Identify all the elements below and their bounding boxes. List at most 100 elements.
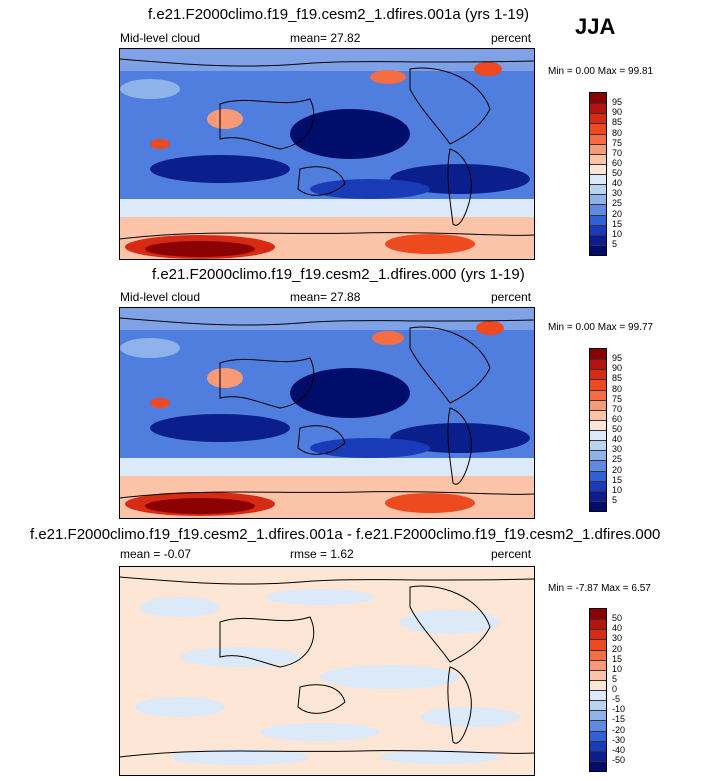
colorbar-segment [590, 133, 606, 144]
colorbar-tick-label: -15 [612, 714, 626, 725]
colorbar-tick-label: 80 [612, 127, 623, 138]
colorbar-tick-label: 80 [612, 383, 623, 394]
panel-2-colorbar: 95 90 85 80 75 70 60 50 40 30 25 20 15 10 5 [589, 348, 622, 512]
colorbar-segment [590, 234, 606, 245]
colorbar-tick-label: 75 [612, 393, 623, 404]
colorbar-segment [590, 669, 606, 680]
panel-3-minmax: Min = -7.87 Max = 6.57 [548, 583, 651, 594]
colorbar-tick-label: 15 [612, 653, 623, 664]
panel-2-mean: mean= 27.88 [290, 290, 361, 304]
colorbar-tick-label: -50 [612, 754, 626, 765]
panel-3-mean: mean = -0.07 [120, 547, 192, 561]
colorbar-segment [590, 430, 606, 441]
colorbar-tick-label: 95 [612, 97, 623, 108]
colorbar-segment [590, 359, 606, 370]
panel-1-map [119, 48, 535, 260]
colorbar-tick-label: 70 [612, 147, 623, 158]
panel-1-minmax: Min = 0.00 Max = 99.81 [548, 66, 654, 77]
colorbar-segment [590, 639, 606, 650]
panel-2-units: percent [491, 290, 532, 304]
colorbar-segment [590, 409, 606, 420]
colorbar-tick-label: 90 [612, 107, 623, 118]
colorbar-segment [590, 710, 606, 721]
colorbar-tick-label: 0 [612, 684, 618, 694]
colorbar-segment [590, 194, 606, 205]
colorbar-tick-label: 30 [612, 188, 623, 199]
panel-1-field-label: Mid-level cloud [120, 31, 201, 45]
colorbar-tick-label: 60 [612, 157, 623, 168]
colorbar-tick-label: 75 [612, 137, 623, 148]
colorbar-segment [590, 649, 606, 660]
colorbar-tick-label: 50 [612, 168, 623, 178]
colorbar-segment [590, 740, 606, 751]
colorbar-tick-label: 95 [612, 353, 623, 364]
colorbar-tick-label: 5 [612, 494, 618, 505]
colorbar-segment [590, 679, 606, 690]
colorbar-tick-label: 15 [612, 474, 623, 485]
colorbar-segment [590, 214, 606, 225]
colorbar-tick-label: 85 [612, 117, 623, 128]
colorbar-tick-label: 25 [612, 454, 623, 465]
season-label: JJA [575, 14, 616, 39]
panel-3-units: percent [491, 547, 532, 561]
colorbar-tick-label: 40 [612, 178, 623, 189]
panel-1-mean: mean= 27.82 [290, 31, 361, 45]
panel-3-title: f.e21.F2000climo.f19_f19.cesm2_1.dfires.… [30, 526, 661, 543]
colorbar-tick-label: 30 [612, 444, 623, 455]
colorbar-segment [590, 750, 606, 761]
colorbar-tick-label: -10 [612, 704, 626, 715]
colorbar-segment [590, 609, 606, 620]
colorbar-tick-label: 70 [612, 403, 623, 414]
colorbar-segment [590, 204, 606, 215]
colorbar-segment [590, 450, 606, 461]
colorbar-segment [590, 103, 606, 114]
colorbar-segment [590, 470, 606, 481]
colorbar-segment [590, 399, 606, 410]
colorbar-tick-label: -5 [612, 694, 621, 705]
panel-2-title: f.e21.F2000climo.f19_f19.cesm2_1.dfires.… [152, 266, 525, 283]
colorbar-tick-label: 20 [612, 643, 623, 654]
colorbar-tick-label: 40 [612, 623, 623, 634]
colorbar-tick-label: 60 [612, 413, 623, 424]
panel-3-map-svg [120, 567, 534, 775]
colorbar-tick-label: -20 [612, 724, 626, 735]
colorbar-tick-label: -40 [612, 744, 626, 755]
colorbar-segment [590, 389, 606, 400]
colorbar-segment [590, 113, 606, 124]
colorbar-tick-label: 25 [612, 198, 623, 209]
colorbar-segment [590, 440, 606, 451]
colorbar-segment [590, 760, 606, 771]
panel-3-map [119, 566, 535, 776]
colorbar-tick-label: -30 [612, 734, 626, 745]
colorbar-tick-label: 10 [612, 663, 623, 674]
colorbar-segment [590, 163, 606, 174]
panel-2-minmax: Min = 0.00 Max = 99.77 [548, 322, 654, 333]
colorbar-segment [590, 174, 606, 185]
panel-2-map-svg [120, 308, 534, 518]
colorbar-tick-label: 30 [612, 633, 623, 644]
colorbar-tick-label: 20 [612, 464, 623, 475]
colorbar-segment [590, 419, 606, 430]
panel-2-field-label: Mid-level cloud [120, 290, 201, 304]
colorbar-segment [590, 490, 606, 501]
colorbar-segment [590, 629, 606, 640]
colorbar-segment [590, 690, 606, 701]
colorbar-tick-label: 15 [612, 218, 623, 229]
colorbar-segment [590, 123, 606, 134]
panel-1-units: percent [491, 31, 532, 45]
colorbar-tick-label: 10 [612, 484, 623, 495]
colorbar-segment [590, 619, 606, 630]
colorbar-segment [590, 93, 606, 104]
colorbar-tick-label: 5 [612, 238, 618, 249]
colorbar-segment [590, 184, 606, 195]
colorbar-segment [590, 659, 606, 670]
colorbar-segment [590, 143, 606, 154]
colorbar-segment [590, 369, 606, 380]
colorbar-tick-label: 50 [612, 424, 623, 434]
colorbar-tick-label: 10 [612, 228, 623, 239]
panel-1-map-svg [120, 49, 534, 259]
panel-1-colorbar: 95 90 85 80 75 70 60 50 40 30 25 20 15 10 5 [589, 92, 622, 256]
colorbar-segment [590, 224, 606, 235]
colorbar-tick-label: 90 [612, 363, 623, 374]
colorbar-segment [590, 379, 606, 390]
